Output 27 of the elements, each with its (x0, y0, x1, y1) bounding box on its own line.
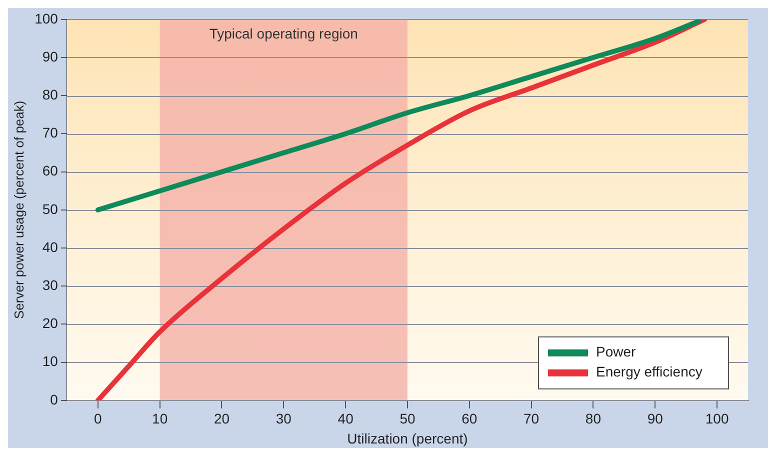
x-tick-label: 60 (462, 410, 478, 427)
y-axis-title: Server power usage (percent of peak) (11, 100, 26, 320)
y-tick-label: 100 (34, 10, 58, 26)
x-tick-label: 40 (338, 410, 354, 427)
y-tick-label: 90 (42, 48, 58, 64)
y-tick-label: 0 (50, 391, 58, 408)
y-tick-label: 70 (42, 124, 58, 141)
x-tick-label: 30 (276, 410, 292, 427)
x-tick-label: 50 (400, 410, 416, 427)
band-label: Typical operating region (209, 25, 358, 42)
x-tick-label: 70 (524, 410, 540, 427)
x-axis-title: Utilization (percent) (347, 430, 468, 446)
y-tick-label: 50 (42, 200, 58, 217)
x-tick-label: 90 (647, 410, 664, 427)
y-tick-label: 40 (42, 238, 58, 255)
legend-label: Power (596, 343, 636, 360)
y-tick-label: 20 (42, 315, 58, 332)
legend-label: Energy efficiency (596, 363, 702, 380)
y-tick-label: 60 (42, 162, 58, 179)
x-tick-label: 20 (214, 410, 230, 427)
x-tick-label: 100 (705, 410, 729, 427)
x-tick-label: 0 (94, 410, 102, 427)
y-tick-label: 30 (42, 276, 58, 293)
x-tick-label: 10 (152, 410, 168, 427)
y-tick-label: 80 (42, 86, 58, 102)
x-tick-label: 80 (585, 410, 602, 427)
y-tick-label: 10 (42, 353, 58, 370)
